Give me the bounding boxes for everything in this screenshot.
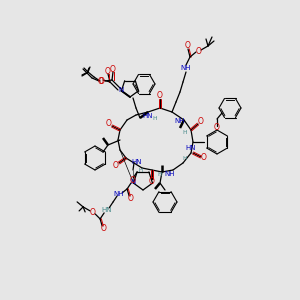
Text: NH: NH [114, 191, 124, 197]
Text: N: N [118, 87, 124, 93]
Text: H: H [158, 172, 162, 176]
Text: O: O [185, 41, 191, 50]
Text: O: O [201, 154, 207, 163]
Text: NH: NH [175, 118, 185, 124]
Text: O: O [100, 224, 106, 233]
Text: H: H [139, 169, 143, 173]
Text: O: O [99, 76, 105, 85]
Text: HN: HN [132, 159, 142, 165]
Text: NH: NH [165, 171, 175, 177]
Text: H: H [183, 130, 187, 136]
Text: O: O [89, 208, 95, 217]
Text: O: O [214, 124, 220, 133]
Text: H: H [183, 155, 187, 160]
Text: HN: HN [102, 207, 112, 213]
Text: O: O [127, 194, 133, 203]
Text: O: O [105, 67, 111, 76]
Text: O: O [149, 178, 155, 187]
Text: O: O [110, 64, 116, 74]
Text: O: O [106, 118, 112, 127]
Text: O: O [196, 46, 202, 56]
Text: HN: HN [143, 113, 153, 119]
Text: N: N [130, 179, 136, 185]
Text: H: H [153, 116, 157, 121]
Text: O: O [129, 176, 135, 185]
Text: O: O [113, 161, 119, 170]
Text: O: O [157, 92, 163, 100]
Text: NH: NH [181, 65, 191, 71]
Text: O: O [198, 116, 204, 125]
Text: HN: HN [186, 145, 196, 151]
Text: O: O [98, 76, 104, 85]
